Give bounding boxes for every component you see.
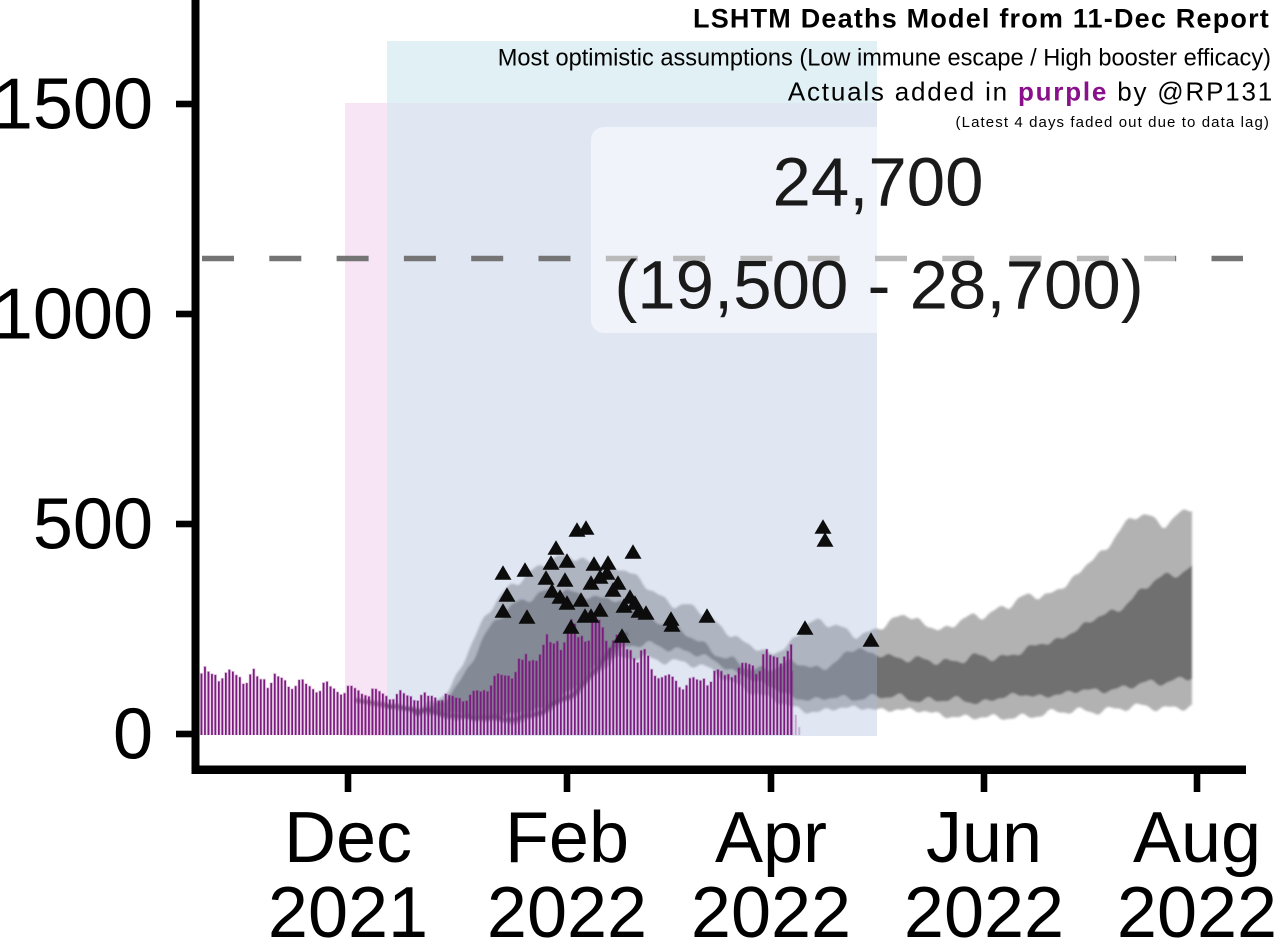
- svg-text:500: 500: [33, 485, 153, 565]
- svg-text:Apr: Apr: [715, 798, 827, 878]
- svg-text:Dec: Dec: [284, 798, 412, 878]
- svg-text:(Latest 4 days faded out due t: (Latest 4 days faded out due to data lag…: [956, 114, 1270, 131]
- svg-text:Actuals added in purple by @RP: Actuals added in purple by @RP131: [788, 77, 1274, 107]
- svg-text:Jun: Jun: [926, 798, 1042, 878]
- svg-text:0: 0: [113, 695, 153, 775]
- svg-text:2022: 2022: [487, 873, 647, 942]
- svg-text:2021: 2021: [268, 873, 428, 942]
- svg-text:(19,500 - 28,700): (19,500 - 28,700): [614, 247, 1143, 324]
- svg-text:Most optimistic assumptions (L: Most optimistic assumptions (Low immune …: [498, 46, 1271, 72]
- svg-text:1000: 1000: [0, 275, 153, 355]
- svg-text:2022: 2022: [1117, 873, 1277, 942]
- svg-text:LSHTM Deaths Model from 11-Dec: LSHTM Deaths Model from 11-Dec Report: [693, 4, 1270, 34]
- svg-text:2022: 2022: [691, 873, 851, 942]
- svg-text:1500: 1500: [0, 65, 153, 145]
- svg-text:Feb: Feb: [505, 798, 629, 878]
- svg-text:Aug: Aug: [1133, 798, 1261, 878]
- svg-text:24,700: 24,700: [772, 144, 983, 221]
- svg-text:2022: 2022: [904, 873, 1064, 942]
